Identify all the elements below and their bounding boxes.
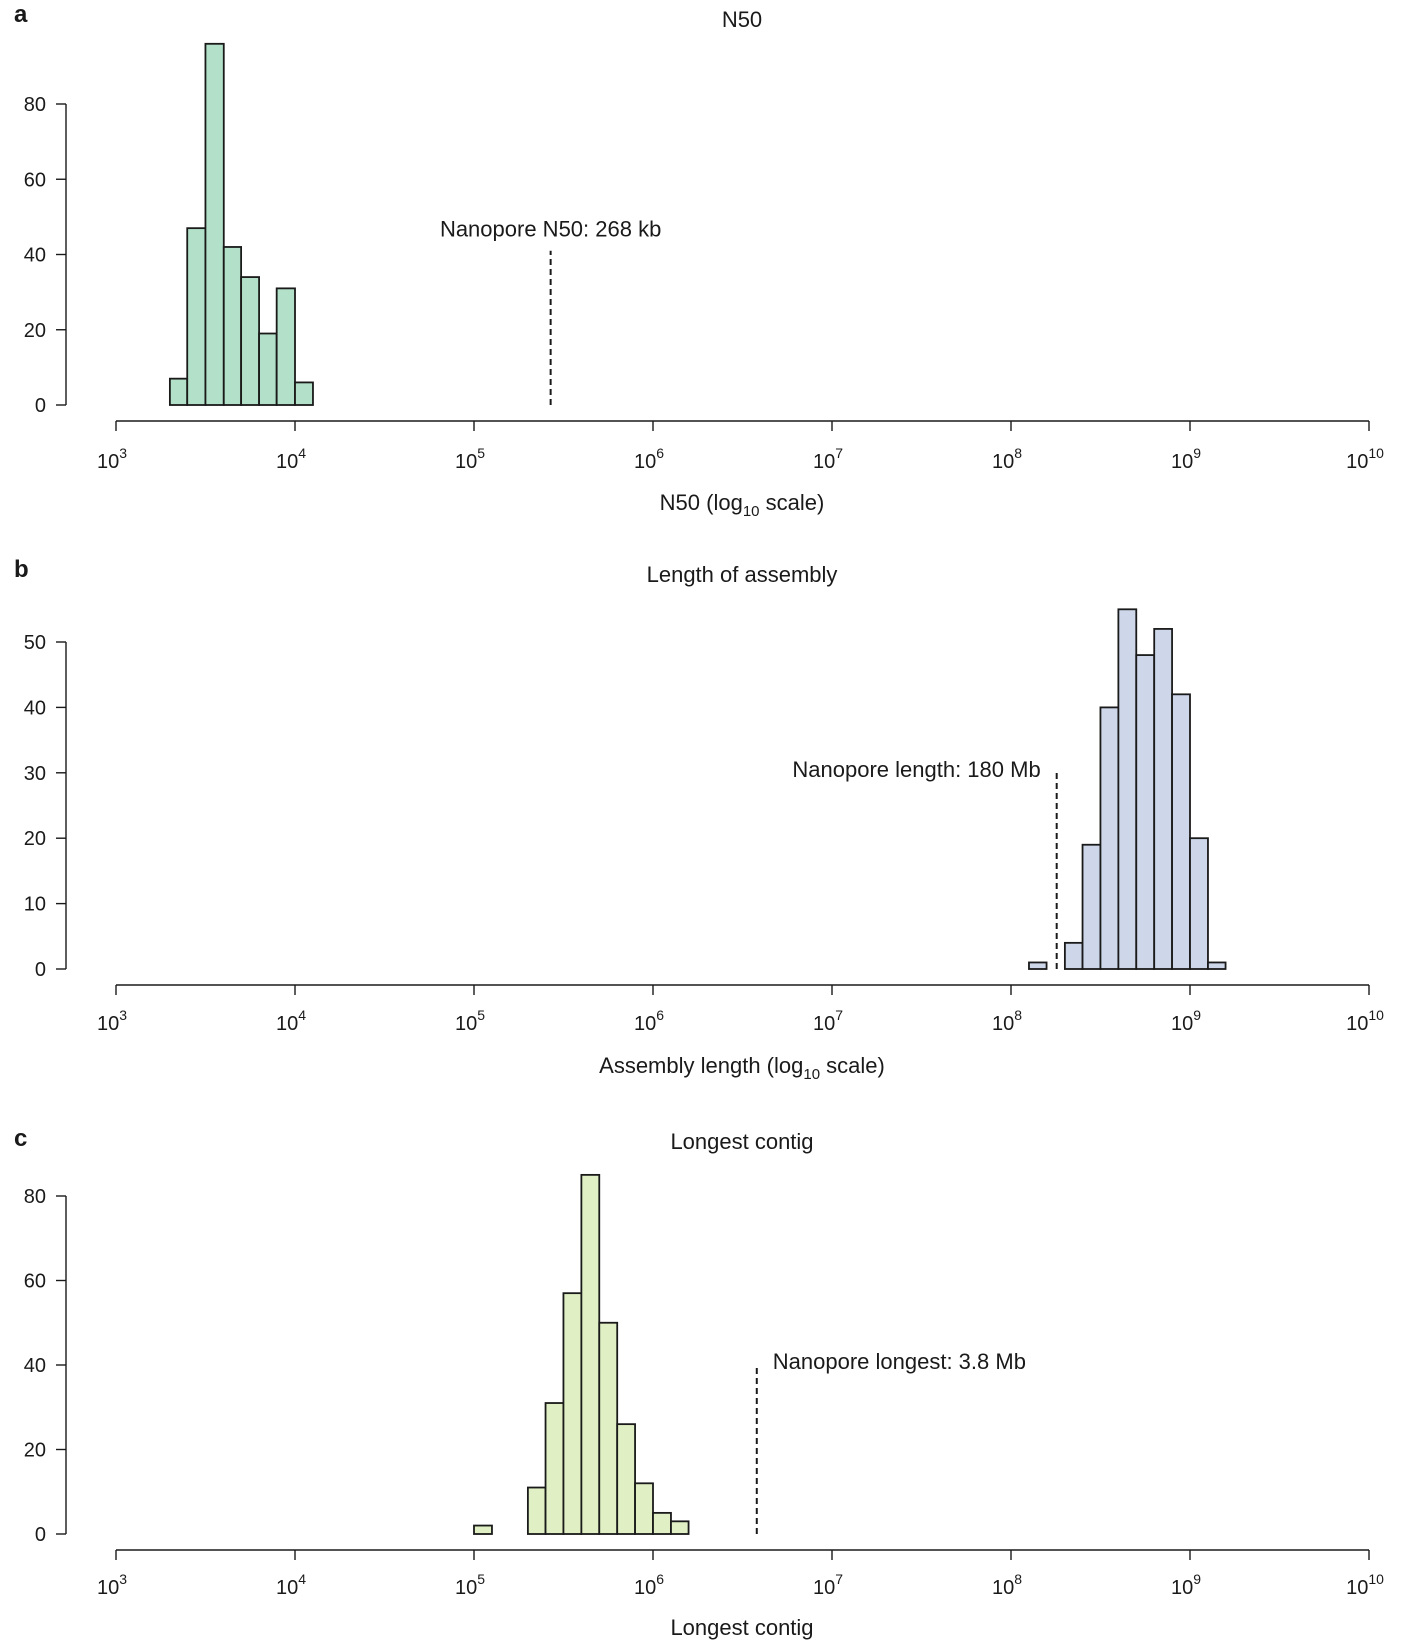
chart-title: N50	[722, 7, 762, 32]
histogram-bar	[652, 1511, 672, 1535]
histogram-bar	[168, 377, 189, 406]
histogram-bar	[598, 1321, 619, 1535]
x-tick-label: 105	[455, 1571, 485, 1599]
x-tick-label: 106	[634, 1571, 664, 1599]
x-tick-label: 108	[992, 1571, 1022, 1599]
y-tick-label: 10	[24, 894, 46, 916]
x-tick-label: 104	[276, 445, 306, 473]
y-tick-label: 40	[24, 697, 46, 719]
x-tick-label: 103	[97, 1571, 127, 1599]
y-tick-label: 80	[24, 94, 46, 116]
x-tick-label: 106	[634, 445, 664, 473]
histogram-bar	[1207, 961, 1227, 970]
histogram-bar	[670, 1520, 690, 1535]
x-tick-label: 104	[276, 1007, 306, 1035]
x-tick-label: 109	[1171, 1007, 1201, 1035]
panel-letter: b	[14, 556, 29, 583]
x-axis-label: Longest contig	[670, 1615, 813, 1640]
histogram-bar	[1099, 706, 1120, 970]
x-tick-label: 105	[455, 445, 485, 473]
histogram-bar	[1028, 961, 1048, 970]
y-tick-label: 40	[24, 1355, 46, 1377]
histogram-bar	[562, 1292, 583, 1535]
histogram-bar	[275, 287, 296, 406]
histogram-bar	[1081, 843, 1102, 970]
histogram-bar	[1153, 628, 1173, 970]
x-tick-label: 108	[992, 445, 1022, 473]
histogram-bar	[1171, 693, 1191, 970]
y-tick-label: 20	[24, 828, 46, 850]
histogram-bar	[580, 1173, 601, 1535]
y-tick-label: 60	[24, 169, 46, 191]
panel-c: c Longest contig 0 20 40 60 80 103 104 105 106 107 1…	[14, 1125, 1384, 1640]
histogram-bar	[294, 381, 314, 406]
x-tick-label: 107	[813, 445, 843, 473]
histogram-bar	[222, 246, 243, 406]
panel-letter: a	[14, 1, 28, 28]
histogram-bar	[1117, 608, 1138, 970]
x-tick-label: 106	[634, 1007, 664, 1035]
x-tick-label: 107	[813, 1571, 843, 1599]
chart-title: Longest contig	[670, 1129, 813, 1154]
x-tick-label: 108	[992, 1007, 1022, 1035]
reference-line-label: Nanopore longest: 3.8 Mb	[773, 1349, 1026, 1374]
histogram-bar	[186, 227, 207, 406]
y-tick-label: 80	[24, 1186, 46, 1208]
x-tick-label: 1010	[1346, 1571, 1384, 1599]
y-tick-label: 0	[35, 959, 46, 981]
x-tick-label: 109	[1171, 445, 1201, 473]
x-tick-label: 104	[276, 1571, 306, 1599]
x-tick-label: 107	[813, 1007, 843, 1035]
x-tick-label: 1010	[1346, 445, 1384, 473]
histogram-bar	[473, 1524, 493, 1535]
histogram-bar	[544, 1402, 565, 1535]
x-tick-label: 103	[97, 445, 127, 473]
histogram-bar	[204, 42, 225, 406]
histogram-bar	[634, 1482, 654, 1535]
y-tick-label: 40	[24, 245, 46, 267]
y-tick-label: 20	[24, 320, 46, 342]
histogram-bar	[1189, 837, 1209, 970]
y-tick-label: 60	[24, 1271, 46, 1293]
histogram-bar	[616, 1423, 636, 1535]
panel-b: b Length of assembly 0 10 20 30 40 50 103 104 105 1…	[14, 556, 1384, 1083]
y-tick-label: 0	[35, 1524, 46, 1546]
x-tick-label: 1010	[1346, 1007, 1384, 1035]
panel-letter: c	[14, 1125, 27, 1152]
x-tick-label: 103	[97, 1007, 127, 1035]
histogram-bar	[1063, 941, 1084, 970]
x-axis-label: Assembly length (log10 scale)	[599, 1053, 885, 1083]
x-axis-label: N50 (log10 scale)	[660, 490, 825, 520]
reference-line-label: Nanopore N50: 268 kb	[440, 217, 661, 242]
y-tick-label: 30	[24, 763, 46, 785]
y-tick-label: 50	[24, 632, 46, 654]
y-tick-label: 0	[35, 395, 46, 417]
panel-a: a N50 0 20 40 60 80 103 104 105 106 107 108 109 1010 N5…	[14, 1, 1384, 520]
histogram-bar	[240, 276, 260, 406]
histogram-bar	[258, 332, 278, 406]
y-tick-label: 20	[24, 1440, 46, 1462]
chart-title: Length of assembly	[647, 562, 838, 587]
histogram-bar	[1135, 654, 1156, 970]
x-tick-label: 109	[1171, 1571, 1201, 1599]
x-tick-label: 105	[455, 1007, 485, 1035]
histogram-bar	[526, 1486, 547, 1535]
reference-line-label: Nanopore length: 180 Mb	[792, 757, 1040, 782]
